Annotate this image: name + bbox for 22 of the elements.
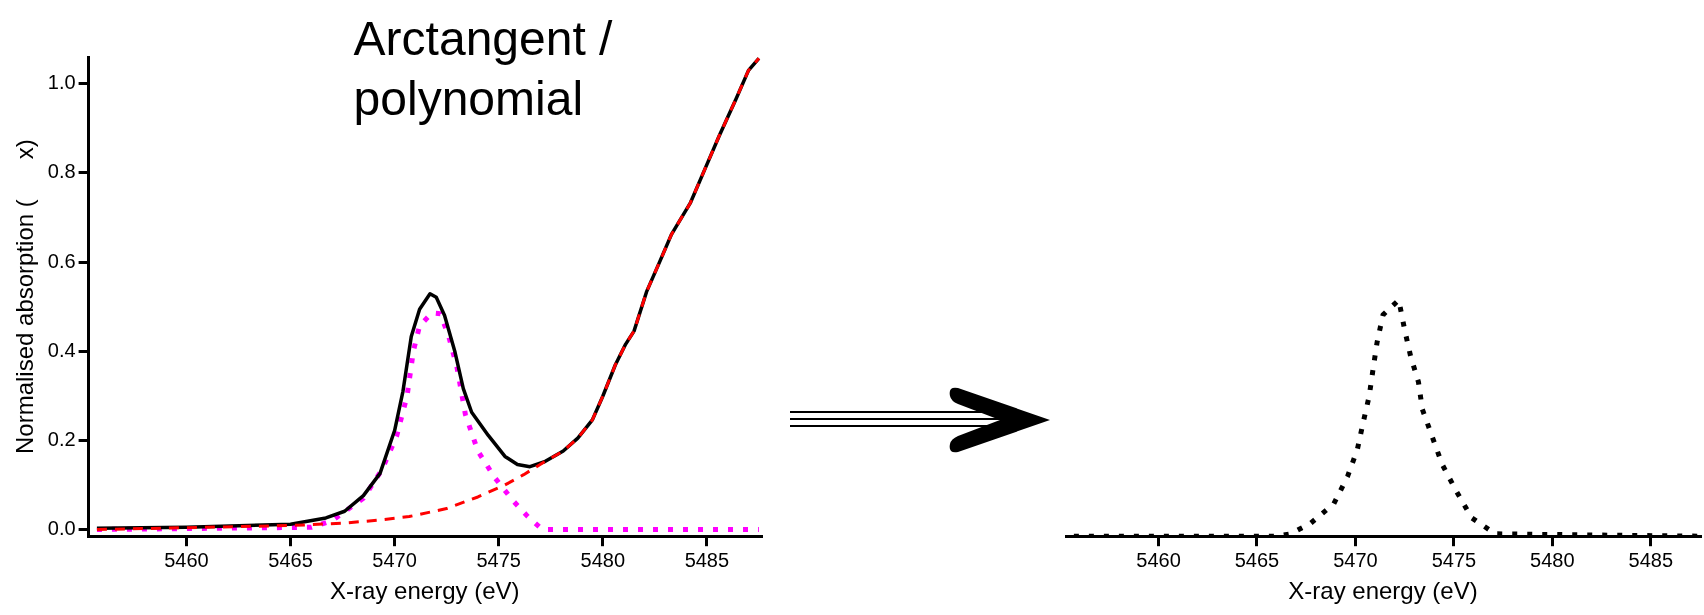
x-tick-label: 5470 xyxy=(1333,548,1378,571)
x-tick-label: 5460 xyxy=(164,548,209,571)
y-tick-label: 1.0 xyxy=(47,71,76,94)
x-tick-label: 5485 xyxy=(1628,548,1674,571)
y-tick-label: 0.4 xyxy=(47,338,76,361)
chart-title: Arctangent / polynomial xyxy=(353,12,614,126)
x-tick-label: 5485 xyxy=(684,548,730,571)
y-tick-label: 0.0 xyxy=(47,517,76,540)
y-axis-title: Normalised absorption ( x) xyxy=(11,139,39,454)
x-tick-label: 5480 xyxy=(1530,548,1575,571)
x-tick-label: 5480 xyxy=(580,548,626,571)
x-tick-label: 5465 xyxy=(1234,548,1280,571)
y-tick-label: 0.6 xyxy=(47,249,76,272)
x-tick-label: 5460 xyxy=(1136,548,1181,571)
x-tick-label: 5475 xyxy=(476,548,521,571)
y-tick-label: 0.2 xyxy=(47,427,76,450)
x-tick-label: 5465 xyxy=(268,548,313,571)
x-axis-title: X-ray energy (eV) xyxy=(1288,577,1478,605)
x-tick-label: 5475 xyxy=(1431,548,1477,571)
y-tick-label: 0.8 xyxy=(47,160,76,183)
x-axis-title: X-ray energy (eV) xyxy=(330,577,520,605)
x-tick-label: 5470 xyxy=(372,548,417,571)
